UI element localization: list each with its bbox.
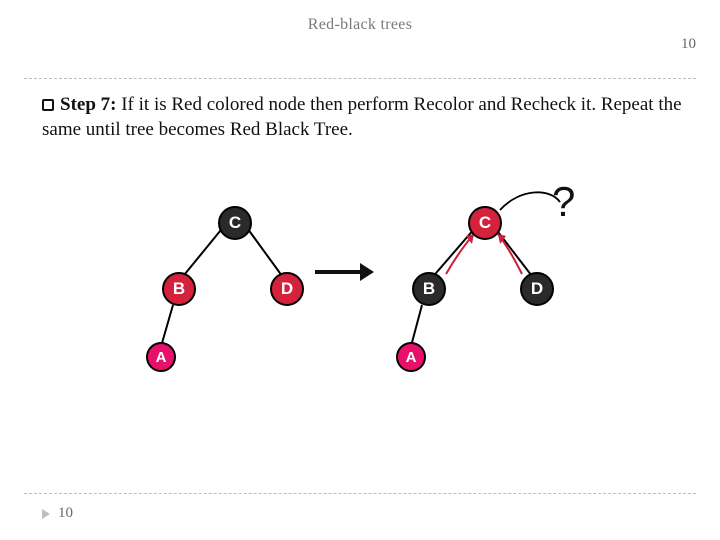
- node-a-right-label: A: [406, 349, 417, 366]
- node-b-right-label: B: [423, 279, 435, 299]
- tree-diagram: C B D A C B D A ?: [150, 200, 580, 420]
- node-b-left: B: [162, 272, 196, 306]
- node-c-left-label: C: [229, 213, 241, 233]
- bullet-icon: [42, 99, 54, 111]
- step-desc: If it is Red colored node then perform R…: [42, 94, 682, 140]
- node-c-left: C: [218, 206, 252, 240]
- node-d-right: D: [520, 272, 554, 306]
- curve-to-qmark: [500, 192, 560, 210]
- arrow-d-to-c-head: [498, 234, 506, 244]
- step-text: Step 7: If it is Red colored node then p…: [42, 92, 688, 142]
- node-a-left-label: A: [156, 349, 167, 366]
- node-b-right: B: [412, 272, 446, 306]
- question-mark: ?: [552, 178, 575, 226]
- edges-svg: [150, 200, 580, 420]
- edge-c-b-right: [430, 228, 475, 280]
- page-number-bottom: 10: [58, 505, 73, 522]
- node-d-left: D: [270, 272, 304, 306]
- edge-c-d-left: [245, 225, 285, 280]
- divider-bottom: [24, 493, 696, 494]
- arrow-b-to-c: [446, 234, 474, 274]
- edge-c-d-right: [495, 228, 535, 280]
- node-b-left-label: B: [173, 279, 185, 299]
- slide-title: Red-black trees: [0, 16, 720, 34]
- arrow-d-to-c: [498, 234, 522, 274]
- step-label: Step 7:: [60, 94, 116, 115]
- node-a-right: A: [396, 342, 426, 372]
- slide: Red-black trees 10 Step 7: If it is Red …: [0, 0, 720, 540]
- node-a-left: A: [146, 342, 176, 372]
- transition-arrow-shaft: [315, 270, 361, 274]
- footer: 10: [42, 505, 73, 522]
- edge-c-b-left: [180, 225, 225, 280]
- transition-arrow-head: [360, 263, 374, 281]
- node-d-left-label: D: [281, 279, 293, 299]
- node-c-right: C: [468, 206, 502, 240]
- footer-triangle-icon: [42, 509, 50, 519]
- divider-top: [24, 78, 696, 79]
- node-c-right-label: C: [479, 213, 491, 233]
- node-d-right-label: D: [531, 279, 543, 299]
- page-number-top: 10: [681, 36, 696, 53]
